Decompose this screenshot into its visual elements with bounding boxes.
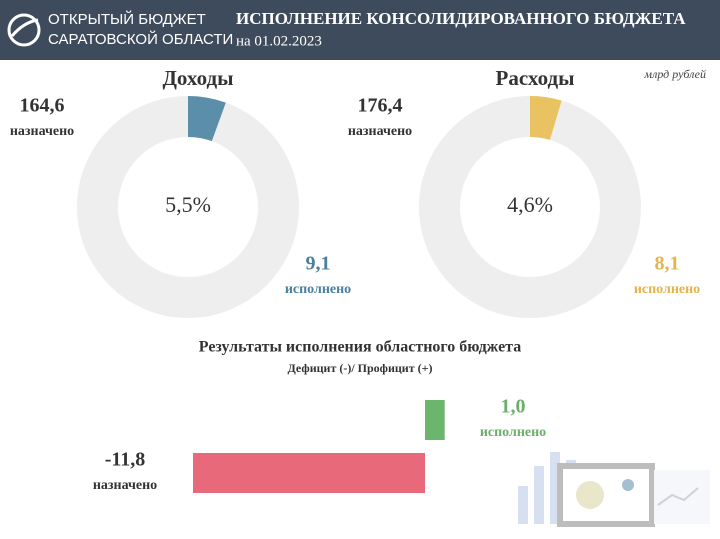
chart-title: Результаты исполнения областного бюджета	[199, 339, 521, 356]
units: млрд рублей	[643, 67, 706, 81]
donut-segment	[530, 96, 562, 140]
value-caption: исполнено	[285, 282, 351, 297]
logo-text: САРАТОВСКОЙ ОБЛАСТИ	[48, 30, 233, 48]
bar	[425, 400, 445, 440]
chart-title: Доходы	[162, 66, 233, 90]
bar	[193, 453, 425, 493]
page-date: на 01.02.2023	[236, 33, 322, 49]
donut-segment	[188, 96, 226, 142]
value-label: 164,6	[20, 95, 65, 117]
report-icon	[518, 452, 710, 527]
logo-text: ОТКРЫТЫЙ БЮДЖЕТ	[48, 10, 206, 28]
value-label: 1,0	[501, 396, 526, 418]
value-caption: назначено	[348, 124, 412, 139]
center-percent: 5,5%	[165, 192, 211, 217]
header-bar	[0, 0, 720, 60]
logo-icon	[7, 13, 41, 47]
page-title: ИСПОЛНЕНИЕ КОНСОЛИДИРОВАННОГО БЮДЖЕТА	[236, 9, 686, 28]
value-caption: исполнено	[480, 425, 546, 440]
value-label: 9,1	[306, 253, 331, 275]
value-label: 8,1	[655, 253, 680, 275]
chart-title: Расходы	[496, 66, 575, 90]
center-percent: 4,6%	[507, 192, 553, 217]
chart-subtitle: Дефицит (-)/ Профицит (+)	[288, 361, 433, 375]
value-label: 176,4	[358, 95, 403, 117]
value-caption: исполнено	[634, 282, 700, 297]
value-caption: назначено	[93, 478, 157, 493]
value-caption: назначено	[10, 124, 74, 139]
value-label: -11,8	[105, 449, 146, 471]
